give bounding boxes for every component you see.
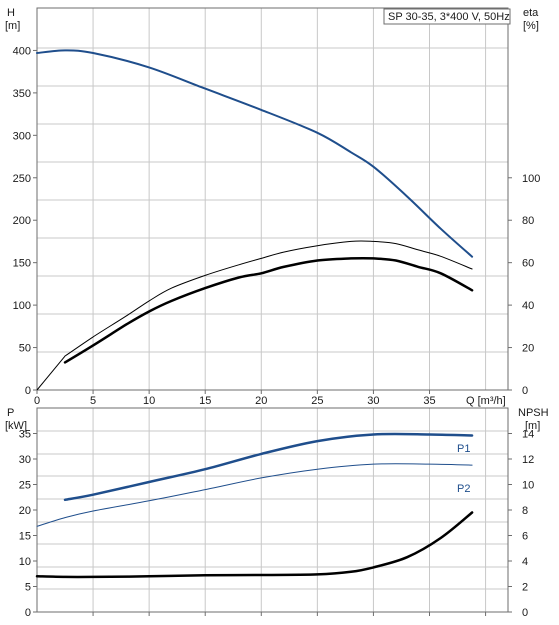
top-left-tick-label: 200 <box>13 215 31 227</box>
title-box-frame <box>383 8 511 25</box>
h-axis-unit: [m] <box>5 20 20 32</box>
bottom-plot-frame <box>36 407 509 613</box>
eta-axis-unit: [%] <box>523 20 539 32</box>
top-series-line-2 <box>63 256 474 364</box>
chart-title: SP 30-35, 3*400 V, 50Hz <box>388 11 510 23</box>
bottom-right-tick-label: 4 <box>522 556 528 568</box>
bottom-right-tick-label: 2 <box>522 582 528 594</box>
top-right-tick-label: 80 <box>522 215 534 227</box>
eta-axis-label: eta <box>523 7 539 19</box>
bottom-right-tick-label: 10 <box>522 480 534 492</box>
x-tick-label: 30 <box>367 395 379 407</box>
x-tick-label: 20 <box>255 395 267 407</box>
top-left-tick-label: 350 <box>13 88 31 100</box>
eta-origin-segment <box>36 355 66 391</box>
x-tick-label: 0 <box>34 395 40 407</box>
series-label-p2: P2 <box>457 483 470 495</box>
bottom-right-tick-label: 6 <box>522 531 528 543</box>
bottom-right-tick-label: 0 <box>522 607 528 619</box>
bottom-left-tick-label: 15 <box>19 531 31 543</box>
top-right-tick-label: 20 <box>522 343 534 355</box>
top-left-tick-label: 150 <box>13 258 31 270</box>
npsh-axis-unit: [m] <box>525 420 540 432</box>
bottom-left-tick-label: 5 <box>25 582 31 594</box>
bottom-right-tick-label: 12 <box>522 454 534 466</box>
top-series-line-1 <box>64 240 473 357</box>
x-tick-label: 35 <box>423 395 435 407</box>
top-right-tick-label: 100 <box>522 173 540 185</box>
top-left-tick-label: 250 <box>13 173 31 185</box>
top-right-tick-label: 60 <box>522 258 534 270</box>
p-axis-label: P <box>7 407 14 419</box>
top-plot-frame <box>36 7 509 391</box>
head-efficiency-chart: 0 50 100 150 200 250 300 350 400 0 20 40 60 80 100 0 5 10… <box>13 7 540 407</box>
bottom-left-tick-label: 30 <box>19 454 31 466</box>
bottom-left-tick-label: 25 <box>19 480 31 492</box>
bottom-series-line-2 <box>35 511 474 579</box>
h-axis-label: H <box>7 7 15 19</box>
x-tick-label: 5 <box>90 395 96 407</box>
top-series-line-0 <box>36 49 474 258</box>
bottom-left-tick-label: 10 <box>19 556 31 568</box>
top-right-tick-label: 40 <box>522 300 534 312</box>
npsh-axis-label: NPSH <box>518 407 549 419</box>
top-left-tick-label: 300 <box>13 130 31 142</box>
top-left-tick-label: 100 <box>13 300 31 312</box>
bottom-left-tick-label: 35 <box>19 429 31 441</box>
top-left-tick-label: 400 <box>13 45 31 57</box>
top-left-tick-label: 0 <box>25 385 31 397</box>
x-tick-label: 10 <box>143 395 155 407</box>
q-axis-label: Q [m³/h] <box>466 395 506 407</box>
bottom-series-line-p1 <box>63 432 474 502</box>
top-left-tick-label: 50 <box>19 343 31 355</box>
p-axis-unit: [kW] <box>5 420 27 432</box>
top-right-tick-label: 0 <box>522 385 528 397</box>
title-box: SP 30-35, 3*400 V, 50Hz <box>383 8 511 25</box>
bottom-left-tick-label: 20 <box>19 505 31 517</box>
series-label-p1: P1 <box>457 443 470 455</box>
x-tick-label: 15 <box>199 395 211 407</box>
bottom-left-tick-label: 0 <box>25 607 31 619</box>
bottom-right-tick-label: 14 <box>522 429 534 441</box>
power-npsh-chart: 0 5 10 15 20 25 30 35 0 2 4 6 8 10 12 14 <box>19 407 534 619</box>
bottom-series-line-p2 <box>36 463 473 527</box>
x-tick-label: 25 <box>311 395 323 407</box>
bottom-right-tick-label: 8 <box>522 505 528 517</box>
